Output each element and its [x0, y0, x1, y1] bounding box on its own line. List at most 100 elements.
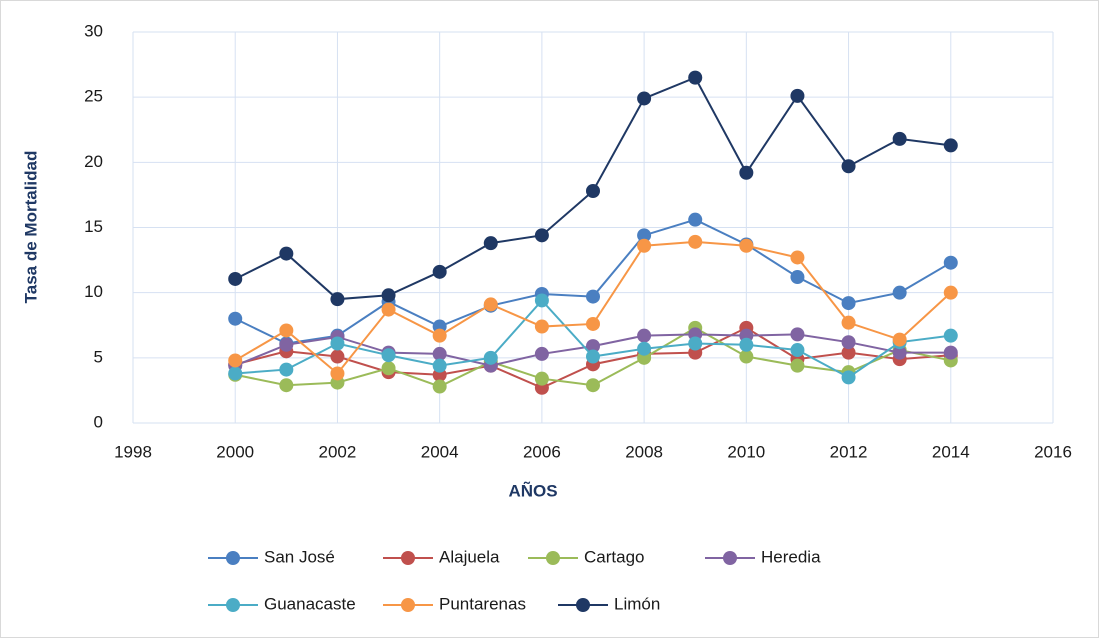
legend-marker: [401, 598, 415, 612]
data-point: [637, 328, 652, 343]
legend-item: Puntarenas: [383, 594, 526, 613]
legend-marker: [226, 551, 240, 565]
data-point: [381, 302, 396, 317]
legend-marker: [576, 598, 590, 612]
data-point: [841, 315, 856, 330]
data-point: [841, 345, 856, 360]
data-point: [790, 358, 805, 373]
data-point: [279, 337, 294, 352]
data-point: [228, 311, 243, 326]
y-tick-label: 15: [84, 217, 103, 236]
x-axis-label: AÑOS: [508, 480, 557, 500]
data-point: [841, 335, 856, 350]
legend-label: Puntarenas: [439, 594, 526, 613]
legend-label: Alajuela: [439, 547, 500, 566]
data-point: [586, 339, 600, 354]
data-point: [381, 361, 396, 376]
legend-marker: [723, 551, 737, 565]
data-point: [841, 296, 856, 311]
data-point: [432, 379, 447, 394]
y-tick-label: 5: [94, 347, 103, 366]
data-point: [381, 348, 396, 363]
y-tick-label: 20: [84, 152, 103, 171]
data-point: [892, 131, 907, 146]
data-point: [739, 337, 754, 352]
data-point: [841, 370, 856, 385]
data-point: [790, 327, 805, 342]
legend-label: Cartago: [584, 547, 644, 566]
x-tick-label: 2004: [421, 442, 459, 461]
data-point: [688, 336, 703, 351]
data-point: [330, 336, 345, 351]
data-point: [688, 70, 703, 85]
data-point: [790, 88, 805, 103]
data-point: [739, 165, 754, 180]
legend-marker: [226, 598, 240, 612]
legend-marker: [401, 551, 415, 565]
legend-item: Alajuela: [383, 547, 500, 566]
data-point: [279, 246, 294, 261]
data-point: [943, 255, 958, 270]
data-point: [637, 341, 652, 356]
legend-label: Heredia: [761, 547, 821, 566]
x-tick-label: 1998: [114, 442, 152, 461]
data-point: [892, 345, 907, 360]
data-point: [892, 332, 907, 347]
data-point: [586, 289, 600, 304]
data-point: [228, 366, 243, 381]
data-point: [534, 319, 549, 334]
data-point: [943, 328, 958, 343]
data-point: [586, 378, 600, 393]
data-point: [432, 346, 447, 361]
data-point: [228, 271, 243, 286]
legend-label: Limón: [614, 594, 660, 613]
data-point: [279, 362, 294, 377]
data-point: [790, 250, 805, 265]
x-tick-label: 2000: [216, 442, 254, 461]
legend-item: San José: [208, 547, 335, 566]
data-point: [943, 138, 958, 153]
legend-item: Heredia: [705, 547, 821, 566]
data-point: [330, 366, 345, 381]
data-point: [432, 328, 447, 343]
data-point: [381, 288, 396, 303]
data-point: [688, 234, 703, 249]
data-point: [483, 297, 498, 312]
data-point: [790, 270, 805, 285]
data-point: [841, 159, 856, 174]
data-point: [892, 285, 907, 300]
data-point: [688, 212, 703, 227]
x-tick-label: 2008: [625, 442, 663, 461]
x-tick-label: 2006: [523, 442, 561, 461]
data-point: [432, 358, 447, 373]
legend-label: San José: [264, 547, 335, 566]
data-point: [637, 91, 652, 106]
data-point: [637, 238, 652, 253]
data-point: [739, 349, 754, 364]
y-tick-label: 10: [84, 282, 103, 301]
x-tick-label: 2014: [932, 442, 970, 461]
data-point: [943, 345, 958, 360]
legend-item: Limón: [558, 594, 660, 613]
data-point: [586, 316, 600, 331]
data-point: [483, 236, 498, 251]
data-point: [586, 349, 600, 364]
x-tick-label: 2002: [319, 442, 357, 461]
data-point: [790, 343, 805, 358]
data-point: [534, 346, 549, 361]
data-point: [534, 293, 549, 308]
data-point: [534, 371, 549, 386]
data-point: [483, 350, 498, 365]
data-point: [330, 349, 345, 364]
legend-item: Guanacaste: [208, 594, 356, 613]
y-tick-label: 30: [84, 21, 103, 40]
data-point: [432, 264, 447, 279]
y-tick-label: 25: [84, 87, 103, 106]
legend-marker: [546, 551, 560, 565]
data-point: [534, 228, 549, 243]
legend-item: Cartago: [528, 547, 644, 566]
legend-label: Guanacaste: [264, 594, 356, 613]
